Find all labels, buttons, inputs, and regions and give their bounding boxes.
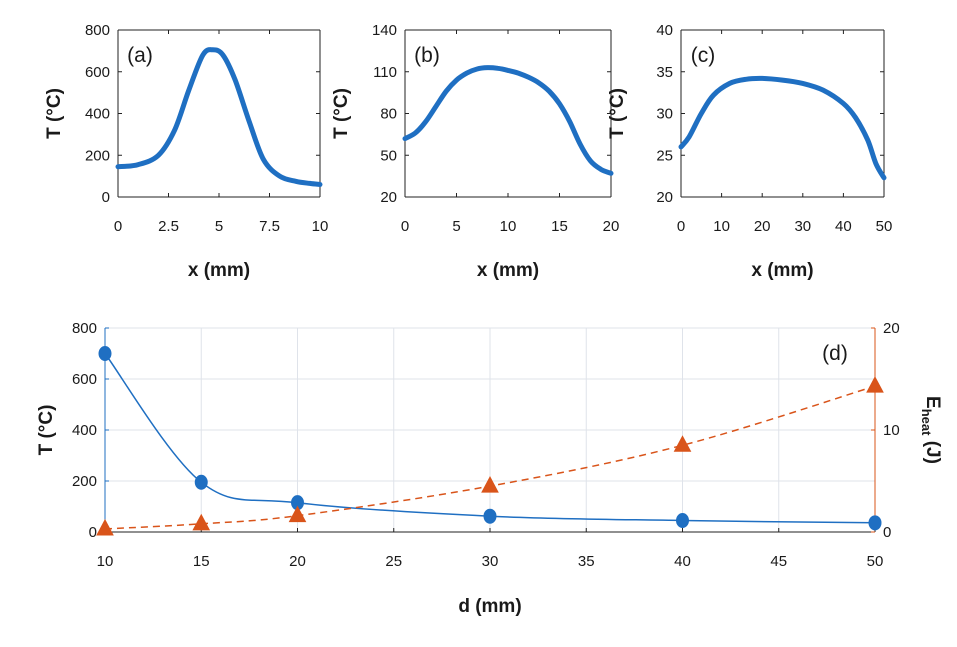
data-point-eheat xyxy=(673,435,692,452)
data-point-eheat xyxy=(481,476,499,493)
x-tick-label: 15 xyxy=(551,218,568,235)
y-tick-label: 800 xyxy=(72,320,97,337)
y-tick-label: 50 xyxy=(380,147,397,164)
x-tick-label: 35 xyxy=(578,553,595,570)
panel-label: (b) xyxy=(414,44,440,67)
x-tick-label: 50 xyxy=(876,218,893,235)
data-point-t xyxy=(676,513,689,529)
panel-label: (a) xyxy=(127,44,153,67)
chart-c: 0 10 20 30 40 50 20 25 30 35 40 x (mm) T (°C) (c) xyxy=(607,22,892,281)
x-axis-label: x (mm) xyxy=(477,260,539,281)
data-point-eheat xyxy=(866,376,884,393)
x-tick-label: 10 xyxy=(500,218,517,235)
y-tick-label: 20 xyxy=(380,189,397,206)
x-axis-label: x (mm) xyxy=(751,260,813,281)
data-point-eheat xyxy=(192,513,211,531)
x-tick-label: 45 xyxy=(770,553,787,570)
x-tick-label: 50 xyxy=(867,553,884,570)
x-tick-label: 5 xyxy=(452,218,460,235)
y-right-tick-label: 20 xyxy=(883,320,900,337)
x-tick-label: 40 xyxy=(835,218,852,235)
x-tick-label: 10 xyxy=(312,218,329,235)
y-tick-label: 25 xyxy=(656,147,673,164)
y-tick-label: 400 xyxy=(72,422,97,439)
data-point-t xyxy=(868,515,882,531)
data-point-eheat xyxy=(288,505,307,523)
chart-a: 0 2.5 5 7.5 10 0 200 400 600 800 x (mm) T (°C) (a) xyxy=(44,22,328,281)
y-axis-label: T (°C) xyxy=(36,405,57,456)
y-axis-label: T (°C) xyxy=(44,88,65,139)
x-tick-label: 25 xyxy=(385,553,402,570)
x-tick-label: 0 xyxy=(401,218,409,235)
x-tick-label: 0 xyxy=(114,218,122,235)
series-line xyxy=(115,47,323,187)
panel-label: (d) xyxy=(822,342,848,365)
x-tick-label: 5 xyxy=(215,218,223,235)
x-tick-label: 15 xyxy=(193,553,210,570)
x-tick-label: 30 xyxy=(482,553,499,570)
y-axis-label: T (°C) xyxy=(331,88,352,139)
y-tick-label: 140 xyxy=(372,22,397,39)
y-tick-label: 35 xyxy=(656,64,673,81)
y-tick-label: 200 xyxy=(72,473,97,490)
y-tick-label: 200 xyxy=(85,147,110,164)
x-tick-label: 40 xyxy=(674,553,691,570)
panel-label: (c) xyxy=(691,44,716,67)
y-tick-label: 80 xyxy=(380,106,397,123)
y-tick-label: 40 xyxy=(656,22,673,39)
x-tick-label: 20 xyxy=(754,218,771,235)
y-tick-label: 400 xyxy=(85,106,110,123)
y-axis-label: T (°C) xyxy=(607,88,628,139)
x-tick-label: 20 xyxy=(289,553,306,570)
series-line xyxy=(678,75,887,181)
series-line xyxy=(402,65,614,176)
y-tick-label: 20 xyxy=(656,189,673,206)
data-point-t xyxy=(483,508,497,524)
x-tick-label: 10 xyxy=(713,218,730,235)
data-point-eheat xyxy=(96,518,114,536)
y-right-label-main: E xyxy=(922,396,943,409)
y-tick-label: 0 xyxy=(89,524,97,541)
x-tick-label: 10 xyxy=(97,553,114,570)
y-tick-label: 30 xyxy=(656,106,673,123)
y-tick-label: 600 xyxy=(85,64,110,81)
x-tick-label: 30 xyxy=(794,218,811,235)
y-tick-label: 110 xyxy=(373,64,397,81)
y-right-tick-label: 0 xyxy=(883,524,891,541)
x-axis-label: d (mm) xyxy=(458,596,521,617)
x-axis-label: x (mm) xyxy=(188,260,250,281)
y-right-label-sub: heat xyxy=(919,409,934,436)
y-tick-label: 600 xyxy=(72,371,97,388)
y-right-axis-label: Eheat (J) xyxy=(919,396,943,464)
data-point-t xyxy=(98,346,112,361)
x-tick-label: 7.5 xyxy=(259,218,280,235)
y-right-tick-label: 10 xyxy=(883,422,900,439)
y-tick-label: 800 xyxy=(85,22,110,39)
y-tick-label: 0 xyxy=(102,189,110,206)
x-tick-label: 0 xyxy=(677,218,685,235)
series-line-t xyxy=(104,353,876,524)
y-right-label-unit: (J) xyxy=(922,435,943,464)
data-point-t xyxy=(194,474,208,490)
chart-b: 0 5 10 15 20 20 50 80 110 140 x (mm) T (°C) (b) xyxy=(331,22,619,281)
x-tick-label: 2.5 xyxy=(158,218,179,235)
x-tick-label: 20 xyxy=(603,218,620,235)
